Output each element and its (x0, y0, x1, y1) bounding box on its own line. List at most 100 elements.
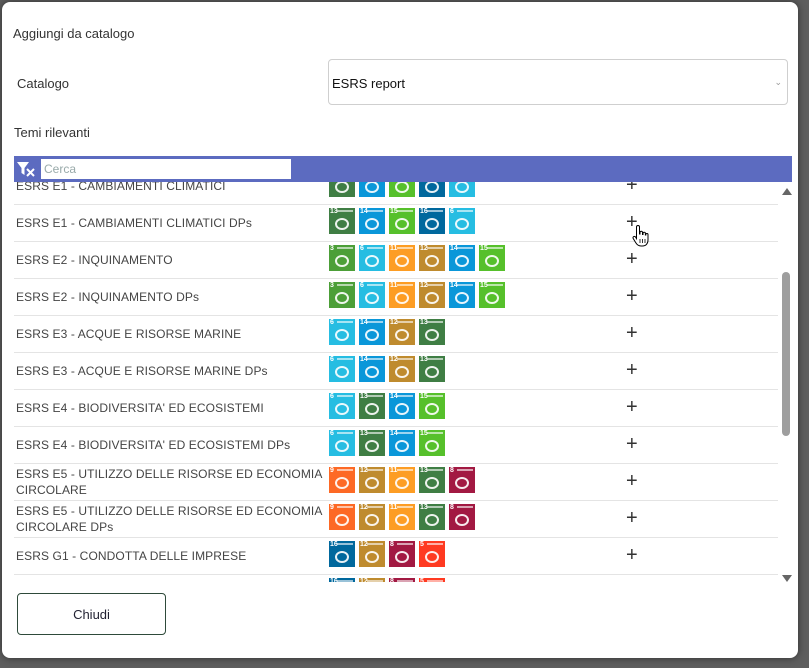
sdg-goal-14-icon: 14 (449, 245, 475, 271)
dialog-title: Aggiungi da catalogo (13, 26, 135, 41)
theme-name: ESRS E5 - UTILIZZO DELLE RISORSE ED ECON… (16, 504, 322, 534)
sdg-goal-6-icon: 6 (449, 182, 475, 197)
search-input[interactable] (41, 159, 291, 179)
sdg-goal-14-icon: 14 (389, 393, 415, 419)
sdg-goal-13-icon: 13 (419, 356, 445, 382)
sdg-goal-16-icon: 16 (329, 541, 355, 567)
sdg-goal-6-icon: 6 (359, 245, 385, 271)
add-theme-button[interactable]: + (626, 359, 638, 381)
add-theme-button[interactable]: + (626, 248, 638, 270)
catalog-selected-value: ESRS report (332, 76, 405, 91)
filter-toolbar (14, 156, 792, 182)
add-theme-button[interactable]: + (626, 470, 638, 492)
sdg-goal-6-icon: 6 (329, 319, 355, 345)
add-from-catalog-dialog: Aggiungi da catalogo Catalogo ESRS repor… (2, 2, 798, 658)
sdg-goal-11-icon: 11 (389, 282, 415, 308)
sdg-icons: 9 12 11 13 8 (329, 467, 475, 493)
sdg-goal-14-icon: 14 (359, 182, 385, 197)
sdg-goal-15-icon: 15 (479, 245, 505, 271)
sdg-icons: 3 6 11 12 14 15 (329, 245, 505, 271)
close-button[interactable]: Chiudi (17, 593, 166, 635)
sdg-goal-12-icon: 12 (359, 467, 385, 493)
sdg-goal-14-icon: 14 (449, 282, 475, 308)
sdg-goal-6-icon: 6 (329, 356, 355, 382)
sdg-icons: 3 6 11 12 14 15 (329, 282, 505, 308)
sdg-goal-12-icon: 12 (419, 282, 445, 308)
sdg-goal-12-icon: 12 (389, 319, 415, 345)
sdg-goal-13-icon: 13 (419, 467, 445, 493)
sdg-goal-8-icon: 8 (449, 467, 475, 493)
sdg-goal-14-icon: 14 (359, 356, 385, 382)
sdg-goal-16-icon: 16 (419, 208, 445, 234)
theme-name: ESRS E4 - BIODIVERSITA' ED ECOSISTEMI DP… (16, 438, 291, 452)
scrollbar-thumb[interactable] (782, 272, 790, 436)
theme-name: ESRS E1 - CAMBIAMENTI CLIMATICI DPs (16, 216, 252, 230)
add-theme-button[interactable]: + (626, 433, 638, 455)
sdg-icons: 9 12 11 13 8 (329, 504, 475, 530)
sdg-goal-8-icon: 8 (389, 541, 415, 567)
sdg-icons: 6 13 14 15 (329, 393, 445, 419)
theme-name: ESRS E5 - UTILIZZO DELLE RISORSE ED ECON… (16, 467, 322, 497)
sdg-goal-8-icon: 8 (389, 578, 415, 582)
add-theme-button[interactable]: + (626, 544, 638, 566)
add-theme-button[interactable]: + (626, 285, 638, 307)
section-label: Temi rilevanti (14, 125, 90, 140)
sdg-goal-11-icon: 11 (389, 504, 415, 530)
sdg-goal-15-icon: 15 (419, 393, 445, 419)
sdg-goal-8-icon: 8 (449, 504, 475, 530)
theme-name: ESRS E1 - CAMBIAMENTI CLIMATICI (16, 182, 226, 193)
theme-name: ESRS E3 - ACQUE E RISORSE MARINE (16, 327, 242, 341)
chevron-down-icon: ⌄ (774, 77, 782, 87)
list-scrollbar[interactable] (780, 188, 794, 582)
sdg-goal-11-icon: 11 (389, 245, 415, 271)
sdg-goal-3-icon: 3 (329, 245, 355, 271)
theme-name: ESRS E2 - INQUINAMENTO (16, 253, 173, 267)
theme-name (16, 575, 326, 582)
sdg-goal-9-icon: 9 (329, 467, 355, 493)
theme-row: ESRS E3 - ACQUE E RISORSE MARINE 6 14 12 13 + (14, 316, 778, 353)
sdg-goal-9-icon: 9 (329, 504, 355, 530)
theme-row: 16 12 85 + (14, 575, 778, 582)
theme-row: ESRS E4 - BIODIVERSITA' ED ECOSISTEMI DP… (14, 427, 778, 464)
add-theme-button[interactable]: + (626, 507, 638, 529)
themes-list: ESRS E1 - CAMBIAMENTI CLIMATICI131415166… (14, 182, 778, 582)
hand-cursor-icon (632, 224, 649, 247)
sdg-goal-12-icon: 12 (359, 541, 385, 567)
sdg-goal-12-icon: 12 (359, 504, 385, 530)
catalog-select[interactable]: ESRS report ⌄ (328, 59, 788, 105)
clear-filter-icon[interactable] (16, 160, 36, 178)
add-theme-button[interactable]: + (626, 396, 638, 418)
scroll-up-arrow-icon[interactable] (782, 188, 792, 195)
sdg-goal-15-icon: 15 (389, 208, 415, 234)
add-theme-button[interactable]: + (626, 322, 638, 344)
sdg-goal-16-icon: 16 (329, 578, 355, 582)
theme-name: ESRS G1 - CONDOTTA DELLE IMPRESE (16, 549, 247, 563)
add-theme-button[interactable]: + (626, 580, 638, 582)
sdg-goal-12-icon: 12 (389, 356, 415, 382)
sdg-icons: 16 12 8 5 (329, 541, 445, 567)
sdg-goal-13-icon: 13 (419, 319, 445, 345)
sdg-goal-13-icon: 13 (359, 430, 385, 456)
sdg-icons: 13 14 15 16 6 (329, 182, 475, 197)
sdg-goal-15-icon: 15 (419, 430, 445, 456)
sdg-icons: 6 14 12 13 (329, 356, 445, 382)
add-theme-button[interactable]: + (626, 182, 638, 196)
scroll-down-arrow-icon[interactable] (782, 575, 792, 582)
theme-row: ESRS E4 - BIODIVERSITA' ED ECOSISTEMI 6 13… (14, 390, 778, 427)
sdg-goal-14-icon: 14 (359, 208, 385, 234)
sdg-goal-6-icon: 6 (359, 282, 385, 308)
catalog-label: Catalogo (17, 76, 70, 91)
theme-name: ESRS E4 - BIODIVERSITA' ED ECOSISTEMI (16, 401, 264, 415)
sdg-goal-6-icon: 6 (329, 393, 355, 419)
sdg-goal-3-icon: 3 (329, 282, 355, 308)
sdg-goal-5-icon: 5 (419, 541, 445, 567)
sdg-goal-13-icon: 13 (329, 182, 355, 197)
theme-row: ESRS E5 - UTILIZZO DELLE RISORSE ED ECON… (14, 464, 778, 501)
sdg-goal-14-icon: 14 (359, 319, 385, 345)
sdg-goal-13-icon: 13 (329, 208, 355, 234)
add-theme-button[interactable]: + (626, 211, 638, 233)
sdg-goal-15-icon: 15 (389, 182, 415, 197)
sdg-goal-15-icon: 15 (479, 282, 505, 308)
theme-row: ESRS E3 - ACQUE E RISORSE MARINE DPs 6 14 1… (14, 353, 778, 390)
sdg-goal-6-icon: 6 (449, 208, 475, 234)
